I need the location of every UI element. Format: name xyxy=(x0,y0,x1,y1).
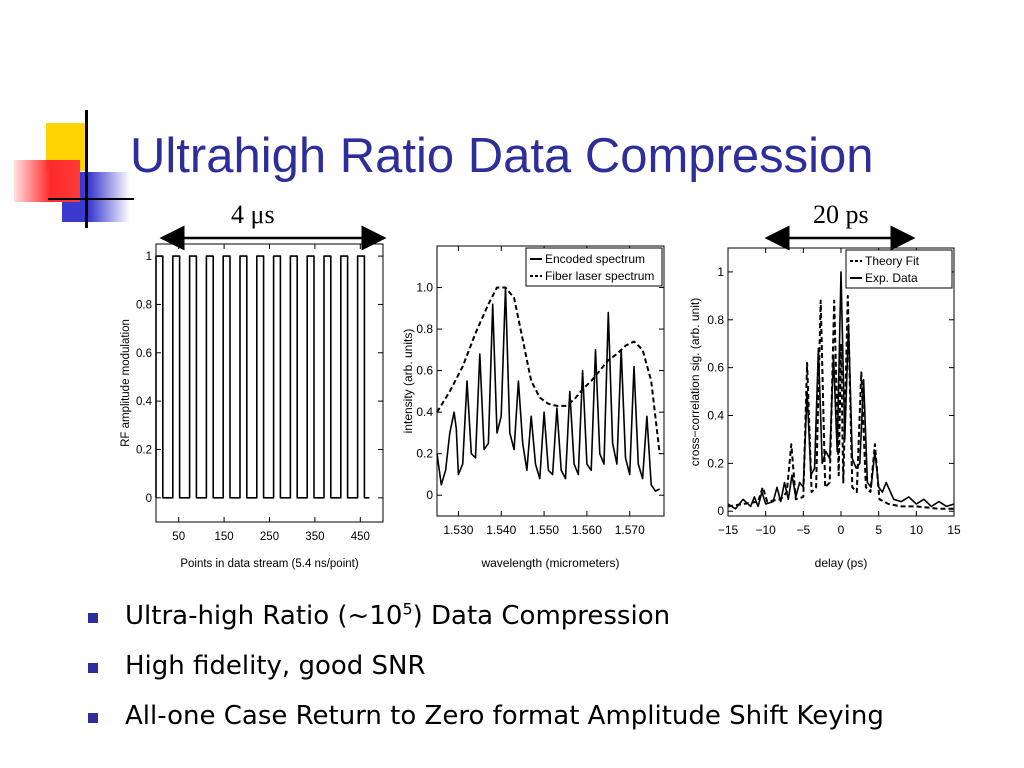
bullet-list: Ultra-high Ratio (~105) Data Compression… xyxy=(88,596,884,746)
x-tick-label: −10 xyxy=(755,523,776,537)
y-axis-label: cross−correlation sig. (arb. unit) xyxy=(688,298,702,466)
scale-arrows xyxy=(159,225,916,251)
time-scale-label-left: 4 μs xyxy=(231,200,275,229)
bullet-text: High fidelity, good SNR xyxy=(125,651,426,681)
time-scale-label-right: 20 ps xyxy=(813,200,869,229)
y-axis-label: RF amplitude modulation xyxy=(120,319,132,447)
legend-entry: Fiber laser spectrum xyxy=(545,269,654,283)
x-tick-label: 150 xyxy=(215,531,234,543)
slide-title: Ultrahigh Ratio Data Compression xyxy=(130,129,874,183)
x-tick-label: 1.530 xyxy=(443,523,473,537)
bullet-square-icon xyxy=(88,613,98,623)
y-tick-label: 0.4 xyxy=(416,405,433,419)
y-tick-label: 0.8 xyxy=(707,313,724,327)
bullet-item: High fidelity, good SNR xyxy=(88,646,884,696)
x-tick-label: 350 xyxy=(305,531,324,543)
x-tick-label: 1.540 xyxy=(486,523,516,537)
series-line-data xyxy=(155,255,370,499)
series-line-fiber-laser-spectrum xyxy=(436,286,661,454)
x-tick-label: −5 xyxy=(796,523,810,537)
bullet-square-icon xyxy=(88,713,98,723)
x-tick-label: −15 xyxy=(718,523,739,537)
x-tick-label: 1.550 xyxy=(529,523,559,537)
y-tick-label: 0 xyxy=(717,504,724,518)
x-tick-label: 10 xyxy=(910,523,924,537)
x-tick-label: 0 xyxy=(838,523,845,537)
cross-correlation-chart: −15 −10 −5 0 5 10 15 0 0.2 0.4 0.6 0.8 1 delay (ps) cr… xyxy=(688,247,961,570)
bullet-square-icon xyxy=(88,663,98,673)
y-tick-label: 1.0 xyxy=(416,281,433,295)
x-tick-label: 1.560 xyxy=(572,523,602,537)
y-tick-label: 1 xyxy=(717,265,724,279)
x-axis-label: wavelength (micrometers) xyxy=(480,556,619,570)
x-tick-label: 250 xyxy=(260,531,279,543)
y-tick-label: 0.8 xyxy=(416,322,433,336)
legend-box xyxy=(845,249,953,289)
series-line-encoded-spectrum xyxy=(436,286,661,492)
y-tick-label: 0.2 xyxy=(136,444,152,456)
y-tick-label: 0.2 xyxy=(416,447,433,461)
legend-entry: Theory Fit xyxy=(865,254,920,268)
legend-entry: Exp. Data xyxy=(865,271,918,285)
decor-horizontal-line xyxy=(48,198,134,200)
x-axis-label: Points in data stream (5.4 ns/point) xyxy=(180,558,359,570)
decor-vertical-line xyxy=(85,110,88,228)
spectrum-chart: 1.530 1.540 1.550 1.560 1.570 0 0.2 0.4 0.6 0.8 1.… xyxy=(401,245,665,570)
x-tick-label: 5 xyxy=(875,523,882,537)
legend-box xyxy=(525,247,663,287)
x-axis-label: delay (ps) xyxy=(815,556,868,570)
series-line-theory-fit xyxy=(727,294,954,510)
bullet-item: All-one Case Return to Zero format Ampli… xyxy=(88,696,884,746)
x-tick-label: 1.570 xyxy=(615,523,645,537)
legend-entry: Encoded spectrum xyxy=(545,252,645,266)
y-tick-label: 0.4 xyxy=(707,409,724,423)
y-tick-label: 1 xyxy=(146,251,152,263)
y-tick-label: 0.6 xyxy=(707,361,724,375)
x-tick-label: 50 xyxy=(172,531,185,543)
bullet-item: Ultra-high Ratio (~105) Data Compression xyxy=(88,596,884,646)
x-tick-label: 450 xyxy=(351,531,370,543)
bullet-text: Ultra-high Ratio (~105) Data Compression xyxy=(125,599,671,631)
y-tick-label: 0.6 xyxy=(136,348,152,360)
rf-modulation-chart: 50 150 250 350 450 0 0.2 0.4 0.6 0.8 1 Points in da… xyxy=(120,243,384,570)
plot-frame xyxy=(436,245,665,517)
y-tick-label: 0 xyxy=(146,493,152,505)
y-tick-label: 0.4 xyxy=(136,396,153,408)
y-axis-label: intensity (arb. units) xyxy=(401,329,415,434)
y-tick-label: 0.2 xyxy=(707,456,724,470)
series-line-exp-data xyxy=(727,271,955,510)
decor-red-square xyxy=(14,160,80,202)
y-tick-label: 0.8 xyxy=(136,299,152,311)
x-tick-label: 15 xyxy=(947,523,961,537)
y-tick-label: 0.6 xyxy=(416,364,433,378)
y-tick-label: 0 xyxy=(426,488,433,502)
bullet-text: All-one Case Return to Zero format Ampli… xyxy=(125,701,884,731)
